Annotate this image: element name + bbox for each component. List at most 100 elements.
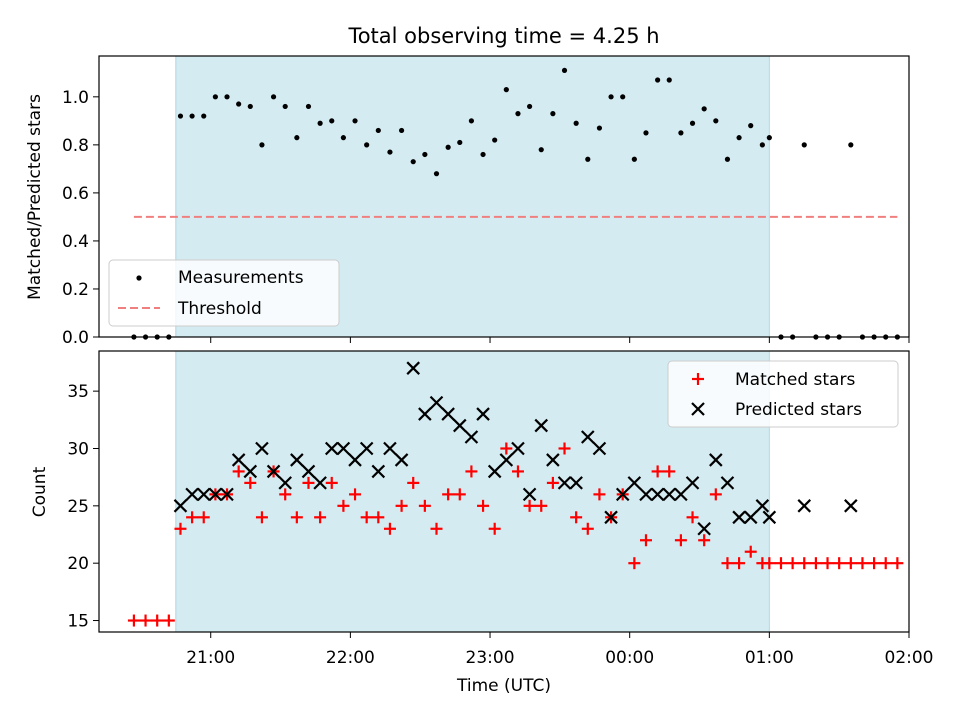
measurements-point <box>387 149 393 155</box>
predicted-stars-point <box>511 441 525 456</box>
predicted-stars-point <box>499 453 514 467</box>
bottom-panel: 15 20 25 30 35 21:00 22:00 23:00 00:00 01:00 02:0… <box>30 350 934 696</box>
matched-stars-point <box>833 557 846 570</box>
predicted-stars-point <box>359 441 374 456</box>
x-tick-label: 02:00 <box>885 648 934 668</box>
predicted-stars-point <box>697 521 711 536</box>
matched-stars-point <box>511 465 524 478</box>
matched-stars-point <box>639 534 652 547</box>
measurements-point <box>364 142 370 148</box>
legend-label-predicted-stars: Predicted stars <box>735 400 862 420</box>
measurements-point <box>503 87 509 93</box>
predicted-stars-point <box>231 453 246 467</box>
matched-stars-point <box>127 614 140 627</box>
measurements-point <box>294 135 300 141</box>
predicted-stars-point <box>348 453 362 467</box>
measurements-point <box>713 118 719 124</box>
x-tick-label: 21:00 <box>186 648 235 668</box>
measurements-point <box>433 171 440 177</box>
measurements-point <box>538 147 544 153</box>
predicted-stars-point <box>732 510 746 525</box>
predicted-stars-point <box>301 464 316 479</box>
bottom-y-tick-label: 15 <box>67 612 89 632</box>
matched-stars-point <box>197 511 210 524</box>
measurements-point <box>457 139 463 146</box>
predicted-stars-point <box>418 407 432 421</box>
predicted-stars-point <box>313 476 327 490</box>
matched-stars-point <box>674 534 687 547</box>
predicted-stars-point <box>487 464 502 479</box>
top-y-tick-label: 0.6 <box>62 184 89 204</box>
predicted-stars-point <box>220 487 234 502</box>
matched-stars-point <box>868 557 881 570</box>
matched-stars-point <box>232 465 245 478</box>
measurements-point <box>608 94 614 100</box>
legend-marker-measurements <box>136 275 142 281</box>
predicted-stars-point <box>534 418 549 433</box>
matched-stars-point <box>709 488 722 501</box>
top-y-tick-label: 0.4 <box>62 232 89 252</box>
measurements-point <box>224 94 230 100</box>
matched-stars-point <box>523 499 536 512</box>
measurements-point <box>631 156 637 162</box>
top-y-axis-label: Matched/Predicted stars <box>25 94 45 300</box>
legend-marker-matched-stars <box>692 373 704 385</box>
measurements-point <box>259 142 265 148</box>
measurements-point <box>666 77 672 83</box>
measurements-point <box>585 156 591 162</box>
predicted-stars-point <box>604 510 618 525</box>
measurements-point <box>527 103 533 110</box>
matched-stars-point <box>279 488 292 501</box>
predicted-stars-point <box>243 464 258 479</box>
matched-stars-point <box>535 499 548 512</box>
measurements-point <box>375 127 381 134</box>
matched-stars-point <box>465 465 478 478</box>
matched-stars-point <box>349 488 362 501</box>
bottom-y-axis-label: Count <box>30 466 50 517</box>
predicted-stars-point <box>522 487 537 502</box>
predicted-stars-point <box>196 487 211 502</box>
matched-stars-point <box>546 476 559 489</box>
predicted-stars-point <box>662 487 677 502</box>
measurements-point <box>340 135 346 141</box>
matched-stars-point <box>162 614 175 627</box>
matched-stars-point <box>786 557 799 570</box>
measurements-point <box>561 67 568 74</box>
matched-stars-point <box>302 476 315 489</box>
top-y-tick-label: 0.8 <box>62 136 89 156</box>
matched-stars-point <box>593 488 606 501</box>
predicted-stars-point <box>650 487 665 502</box>
measurements-point <box>445 144 451 150</box>
matched-stars-point <box>663 465 676 478</box>
measurements-point <box>317 120 323 126</box>
measurements-point <box>689 120 696 126</box>
matched-stars-point <box>360 511 373 524</box>
bottom-y-tick-label: 20 <box>67 554 89 574</box>
predicted-stars-point <box>452 418 467 433</box>
matched-stars-point <box>798 557 811 570</box>
measurements-point <box>480 151 486 158</box>
measurements-point <box>801 142 807 148</box>
matched-stars-point <box>628 557 641 570</box>
matched-stars-point <box>744 545 757 558</box>
x-tick-label: 00:00 <box>605 648 654 668</box>
measurements-point <box>678 130 684 136</box>
matched-stars-point <box>477 499 490 512</box>
measurements-point <box>177 113 184 119</box>
matched-stars-point <box>186 511 199 524</box>
predicted-stars-point <box>336 441 351 456</box>
predicted-stars-point <box>278 476 292 490</box>
top-y-tick-label: 1.0 <box>62 88 89 108</box>
measurements-point <box>201 113 207 119</box>
predicted-stars-point <box>208 487 223 502</box>
matched-stars-point <box>290 511 303 524</box>
matched-stars-point <box>651 465 664 478</box>
predicted-stars-point <box>476 407 490 421</box>
matched-stars-point <box>314 511 327 524</box>
bottom-y-tick-label: 25 <box>67 497 89 517</box>
measurements-point <box>189 113 195 119</box>
legend-label-measurements: Measurements <box>178 268 304 288</box>
predicted-stars-point <box>569 476 583 490</box>
matched-stars-point <box>821 557 834 570</box>
measurements-point <box>398 127 405 134</box>
